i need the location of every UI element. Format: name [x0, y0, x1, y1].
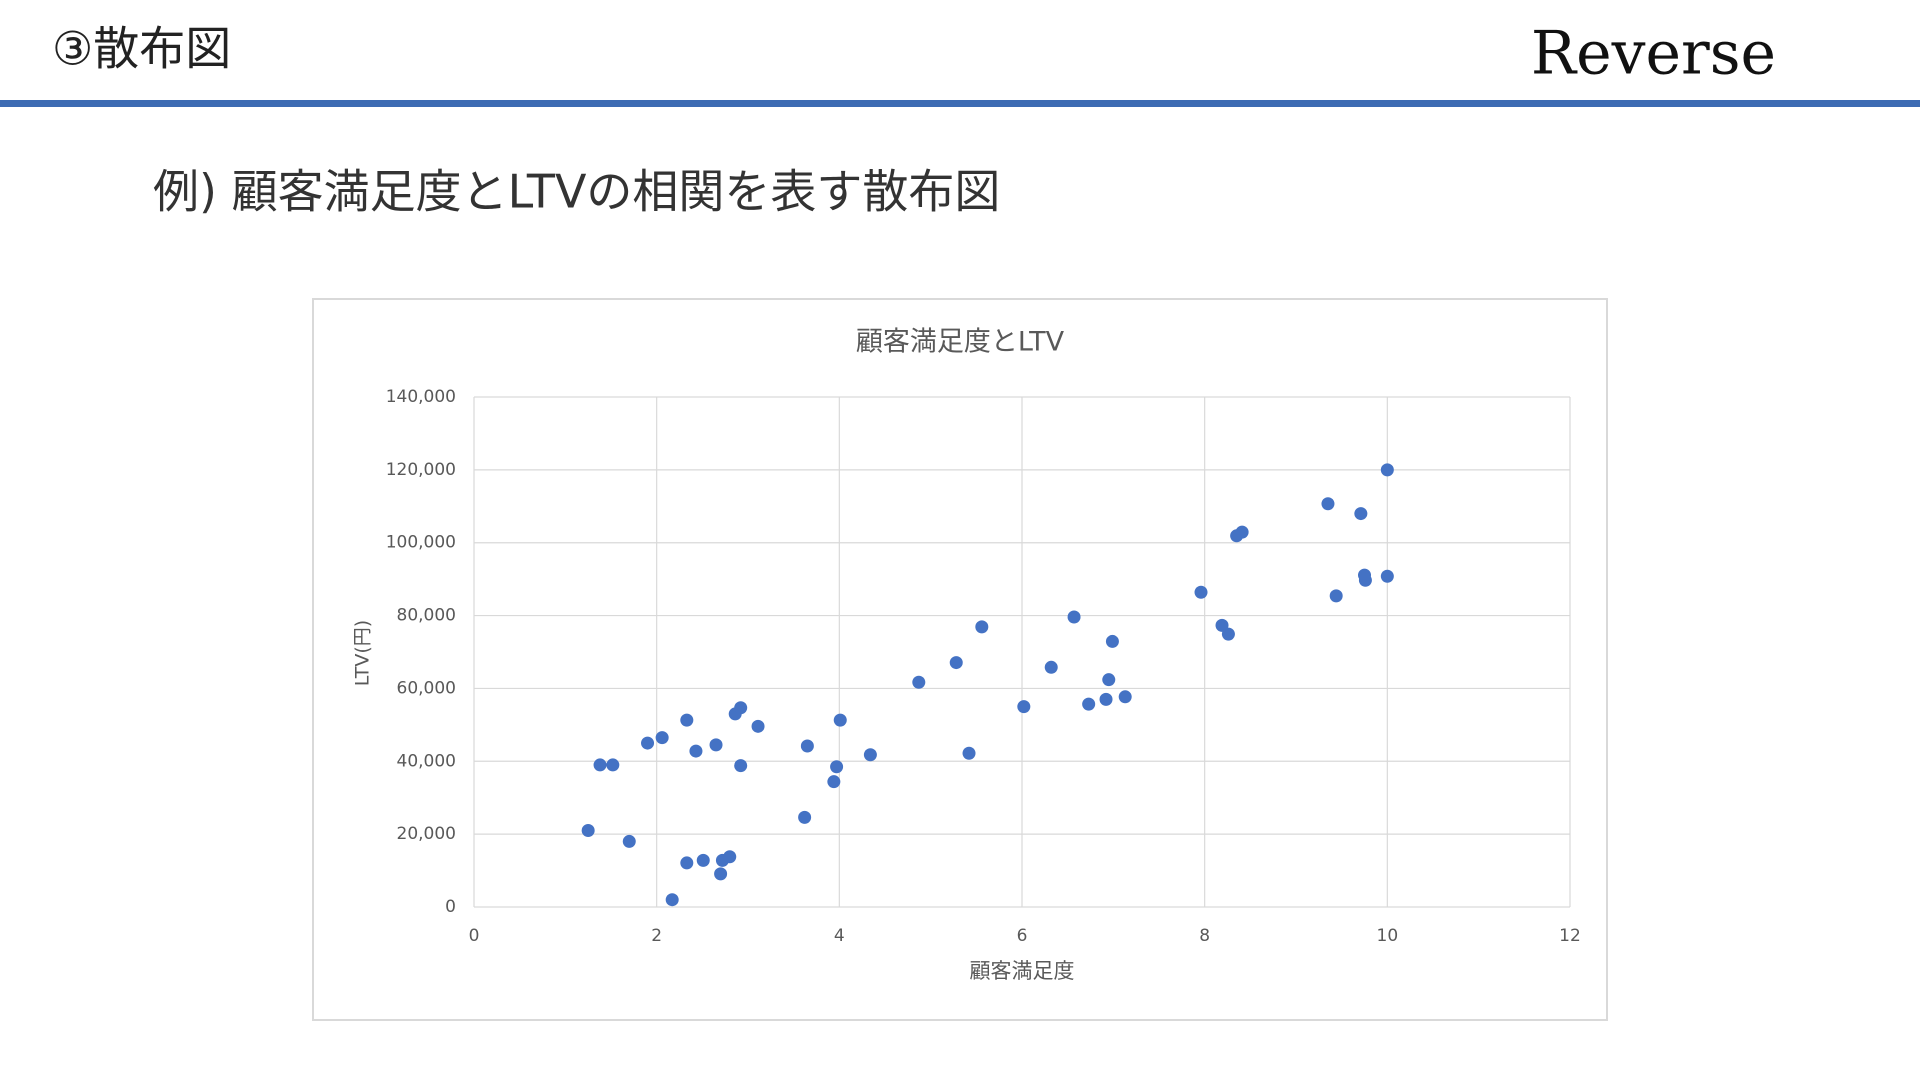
scatter-point [1221, 627, 1235, 641]
y-tick-label: 100,000 [386, 533, 456, 553]
header-rule [0, 100, 1920, 107]
scatter-point [1329, 589, 1343, 603]
scatter-point [912, 675, 926, 689]
y-tick-label: 60,000 [397, 678, 456, 698]
scatter-point [606, 758, 620, 772]
scatter-point [622, 834, 636, 848]
scatter-point [975, 620, 989, 634]
scatter-point [1194, 585, 1208, 599]
scatter-point [714, 867, 728, 881]
scatter-point [1380, 463, 1394, 477]
scatter-point [641, 736, 655, 750]
y-tick-label: 20,000 [397, 824, 456, 844]
scatter-point [949, 656, 963, 670]
scatter-point [1082, 697, 1096, 711]
x-tick-label: 8 [1199, 926, 1210, 946]
scatter-point [1044, 660, 1058, 674]
y-tick-label: 80,000 [397, 606, 456, 626]
scatter-point [798, 810, 812, 824]
scatter-point [680, 856, 694, 870]
y-tick-label: 140,000 [386, 387, 456, 407]
scatter-point [863, 748, 877, 762]
x-tick-label: 12 [1559, 926, 1581, 946]
y-tick-label: 120,000 [386, 460, 456, 480]
scatter-point [800, 739, 814, 753]
scatter-point [827, 775, 841, 789]
x-tick-label: 0 [469, 926, 480, 946]
scatter-point [723, 850, 737, 864]
x-tick-label: 2 [651, 926, 662, 946]
scatter-point [1354, 507, 1368, 521]
scatter-point [1105, 634, 1119, 648]
scatter-point [1067, 610, 1081, 624]
scatter-point [1102, 673, 1116, 687]
scatter-point [1235, 525, 1249, 539]
brand: Reverse [1531, 19, 1776, 89]
section-title: ③散布図 [52, 22, 231, 76]
scatter-point [689, 744, 703, 758]
scatter-point [1380, 569, 1394, 583]
y-axis-title: LTV(円) [352, 620, 374, 686]
scatter-point [751, 719, 765, 733]
scatter-point [1118, 690, 1132, 704]
scatter-point [833, 713, 847, 727]
x-tick-label: 4 [834, 926, 845, 946]
x-tick-label: 6 [1017, 926, 1028, 946]
scatter-point [680, 713, 694, 727]
scatter-point [655, 731, 669, 745]
scatter-point [696, 853, 710, 867]
scatter-point [734, 701, 748, 715]
scatter-point [593, 758, 607, 772]
scatter-point [734, 759, 748, 773]
scatter-point [962, 746, 976, 760]
scatter-point [1358, 573, 1372, 587]
y-tick-label: 40,000 [397, 751, 456, 771]
scatter-point [830, 760, 844, 774]
chart-title: 顧客満足度とLTV [856, 327, 1065, 358]
x-axis-title: 顧客満足度 [970, 959, 1075, 983]
scatter-point [1321, 497, 1335, 511]
scatter-point [665, 893, 679, 907]
y-tick-label: 0 [445, 897, 456, 917]
scatter-point [581, 824, 595, 837]
plot-area: 0 20,000 40,000 60,000 80,000 100,000 120,000 1… [386, 387, 1581, 946]
heading: 例) 顧客満足度とLTVの相関を表す散布図 [153, 165, 1000, 219]
x-tick-label: 10 [1377, 926, 1399, 946]
scatter-point [709, 738, 723, 752]
scatter-point [1017, 700, 1031, 714]
scatter-point [1099, 692, 1113, 706]
